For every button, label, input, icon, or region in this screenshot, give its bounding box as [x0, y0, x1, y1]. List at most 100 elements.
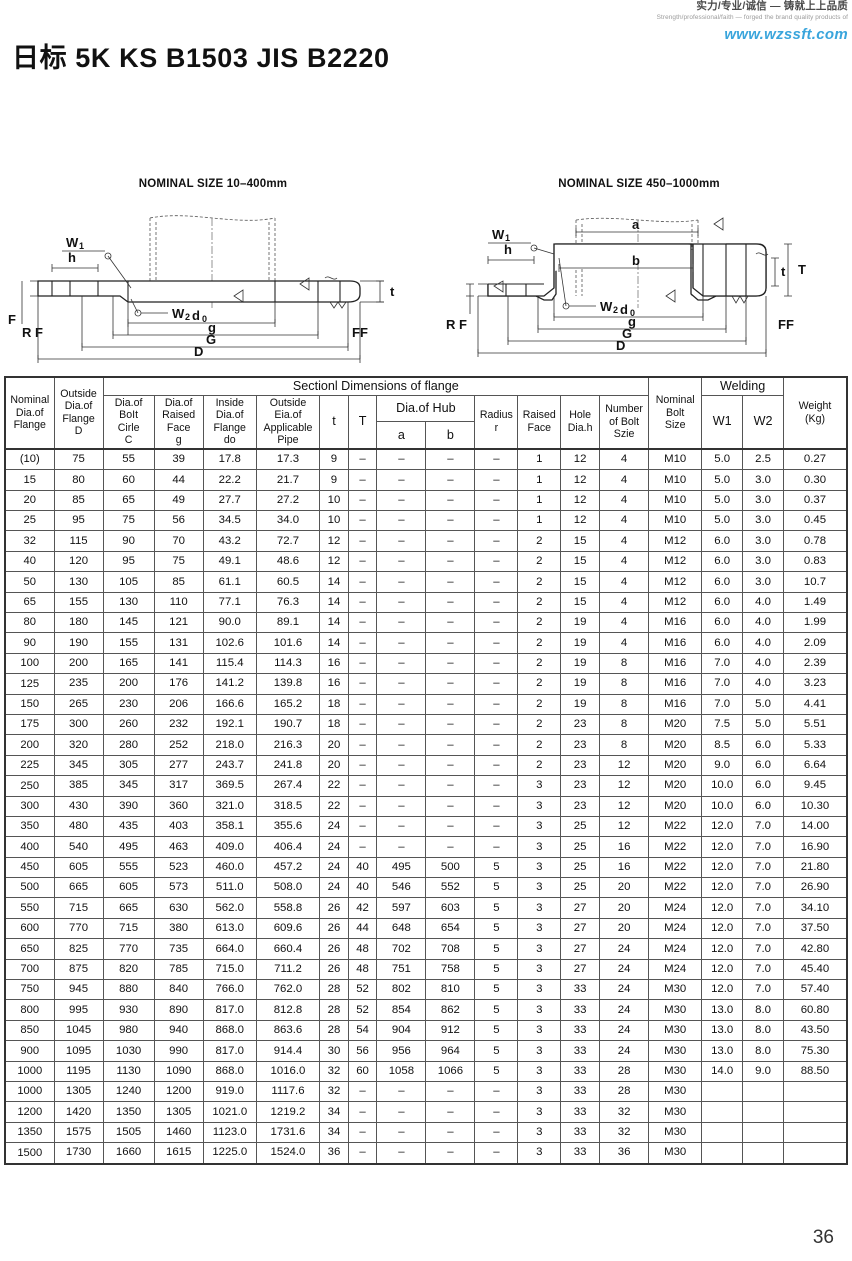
col-line: Dia.of	[114, 396, 143, 409]
label-ff: FF	[778, 317, 794, 332]
cell-nominal_dia: 32	[4, 530, 55, 552]
cell-radius: 5	[474, 1040, 519, 1062]
cell-hole_dia: 25	[560, 877, 601, 899]
page-number: 36	[812, 1227, 834, 1248]
cell-raised_face_dia: 277	[153, 754, 204, 777]
table-row: 80 180 145 121 90.0 89.1 14– – – –2 19 4 M16 6.0 4.0 1.…	[4, 611, 848, 634]
cell-hub_b: 862	[425, 999, 476, 1021]
cell-raised_face: 3	[517, 958, 562, 981]
label-w1: W	[66, 235, 79, 250]
cell-raised_face: 3	[517, 1060, 562, 1082]
brand-header: 实力/专业/诚信 — 铸就上上品质 Strength/professional/…	[518, 0, 848, 43]
cell-hub_a: 1058	[376, 1060, 427, 1082]
label-rf: R F	[22, 325, 43, 340]
cell-nominal_dia: 1350	[4, 1121, 55, 1144]
cell-w1: 6.0	[701, 632, 744, 654]
cell-nominal_dia: 450	[4, 856, 55, 879]
table-row: 15 80 60 44 22.2 21.7 9– – – –1 12 4 M10 5.0 3.0 0.30	[4, 469, 848, 491]
cell-outside_pipe: 1117.6	[255, 1080, 321, 1103]
group-header-sectional-dimensions: Sectionl Dimensions of flange	[102, 376, 650, 396]
cell-w1: 8.5	[701, 734, 744, 756]
cell-raised_face_dia: 85	[153, 571, 204, 593]
cell-hub_a: 648	[376, 917, 427, 940]
label-d: D	[616, 338, 625, 353]
cell-inside_dia: 115.4	[202, 652, 257, 675]
cell-t: 14	[319, 571, 349, 593]
cell-bolt_size: M16	[648, 673, 703, 695]
cell-inside_dia: 817.0	[202, 1040, 257, 1062]
cell-hub_b: –	[425, 713, 476, 736]
cell-t: 24	[319, 836, 349, 858]
cell-bolt_circle: 605	[102, 877, 155, 899]
cell-inside_dia: 34.5	[202, 510, 257, 532]
cell-hub_b: 1066	[425, 1060, 476, 1082]
cell-outside_pipe: 1016.0	[255, 1060, 321, 1082]
cell-outside_pipe: 101.6	[255, 632, 321, 654]
cell-bolt_circle: 435	[102, 815, 155, 838]
cell-t: 24	[319, 877, 349, 899]
cell-nominal_dia: 700	[4, 958, 55, 981]
cell-w2: 6.0	[742, 775, 784, 797]
cell-w2: 4.0	[742, 652, 784, 675]
diagram-nominal-10-400: NOMINAL SIZE 10–400mm W 1	[0, 170, 426, 365]
cell-radius: 5	[474, 979, 519, 1001]
cell-nominal_dia: 350	[4, 815, 55, 838]
cell-hole_dia: 23	[560, 713, 601, 736]
cell-inside_dia: 1225.0	[202, 1142, 257, 1165]
cell-w1: 7.0	[701, 693, 744, 715]
cell-T: –	[347, 571, 378, 593]
cell-hub_b: 500	[425, 856, 476, 879]
cell-outside_dia: 130	[53, 571, 104, 593]
cell-w1: 6.0	[701, 571, 744, 593]
cell-weight: 75.30	[782, 1040, 848, 1062]
cell-inside_dia: 358.1	[202, 815, 257, 838]
cell-bolt_number: 36	[599, 1142, 650, 1165]
cell-raised_face_dia: 317	[153, 775, 204, 797]
cell-hub_a: –	[376, 754, 427, 777]
cell-hub_b: –	[425, 775, 476, 797]
cell-nominal_dia: 25	[4, 510, 55, 532]
cell-nominal_dia: 1000	[4, 1080, 55, 1103]
cell-raised_face: 2	[517, 673, 562, 695]
col-weight: Weight (Kg)	[782, 376, 848, 450]
cell-weight: 14.00	[782, 815, 848, 838]
cell-bolt_number: 12	[599, 795, 650, 817]
cell-hole_dia: 33	[560, 1080, 601, 1103]
cell-inside_dia: 460.0	[202, 856, 257, 879]
cell-inside_dia: 715.0	[202, 958, 257, 981]
cell-bolt_number: 24	[599, 1019, 650, 1042]
col-welding-w1: W1	[701, 394, 744, 450]
cell-hole_dia: 15	[560, 530, 601, 552]
cell-nominal_dia: (10)	[4, 447, 55, 471]
cell-radius: –	[474, 734, 519, 756]
cell-weight: 45.40	[782, 958, 848, 981]
cell-inside_dia: 102.6	[202, 632, 257, 654]
col-line: Dia.of	[164, 396, 193, 409]
cell-weight: 1.99	[782, 611, 848, 634]
cell-inside_dia: 817.0	[202, 999, 257, 1021]
cell-w1: 6.0	[701, 550, 744, 573]
cell-T: –	[347, 530, 378, 552]
cell-raised_face: 3	[517, 1142, 562, 1165]
cell-T: –	[347, 611, 378, 634]
cell-radius: 5	[474, 897, 519, 919]
cell-outside_pipe: 17.3	[255, 447, 321, 471]
cell-w2: 5.0	[742, 693, 784, 715]
cell-hub_a: –	[376, 795, 427, 817]
cell-radius: 5	[474, 958, 519, 981]
cell-bolt_circle: 1660	[102, 1142, 155, 1165]
cell-bolt_size: M30	[648, 979, 703, 1001]
cell-t: 34	[319, 1121, 349, 1144]
cell-w2: 3.0	[742, 469, 784, 491]
cell-outside_pipe: 21.7	[255, 469, 321, 491]
table-row: 1200 1420 1350 1305 1021.0 1219.2 34– – – –3 33 32 M…	[4, 1101, 848, 1123]
cell-hub_a: –	[376, 489, 427, 512]
table-row: 350 480 435 403 358.1 355.6 24– – – –3 25 12 M22 12.0…	[4, 815, 848, 838]
cell-outside_dia: 235	[53, 673, 104, 695]
flange-section-drawing-small: W 1 W 2 h F R F FF t d 0	[8, 215, 395, 363]
cell-hub_a: –	[376, 1121, 427, 1144]
cell-t: 32	[319, 1080, 349, 1103]
cell-bolt_number: 4	[599, 469, 650, 491]
table-row: 250 385 345 317 369.5 267.4 22– – – –3 23 12 M20 10.0…	[4, 775, 848, 797]
cell-w2: 4.0	[742, 591, 784, 613]
